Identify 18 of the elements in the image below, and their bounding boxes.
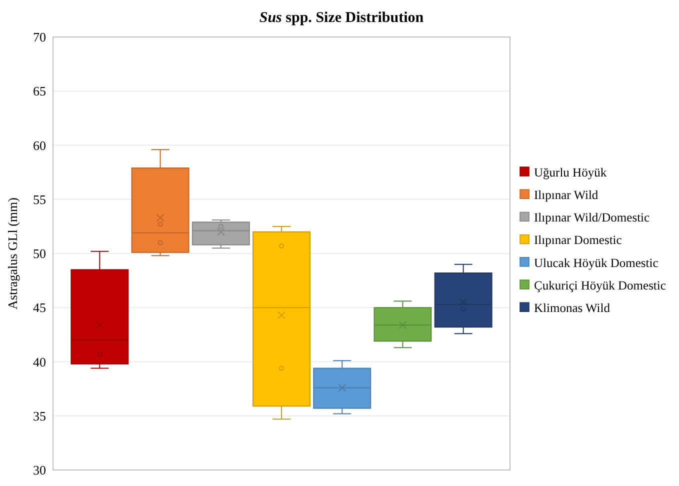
y-tick-label: 35 [33,408,46,424]
y-tick-label: 40 [33,354,46,370]
legend-label: Çukuriçi Höyük Domestic [534,278,666,292]
y-tick-label: 55 [33,192,46,207]
legend-label: Ilıpınar Wild/Domestic [534,210,650,225]
legend-label: Uğurlu Höyük [534,165,608,180]
legend-label: Ilıpınar Wild [534,188,599,202]
chart-title: Sus spp. Size Distribution [259,10,424,26]
legend-label: Ilıpınar Domestic [534,233,622,248]
legend-label: Ulucak Höyük Domestic [534,256,659,270]
y-tick-label: 65 [33,84,46,99]
y-tick-label: 30 [33,462,46,478]
y-axis-title: Astragalus GLl (mm) [5,198,20,310]
y-tick-label: 50 [33,246,46,262]
y-tick-label: 60 [33,138,46,153]
y-tick-label: 45 [33,300,46,316]
legend-label: Klimonas Wild [534,300,611,315]
y-tick-label: 70 [33,30,46,45]
